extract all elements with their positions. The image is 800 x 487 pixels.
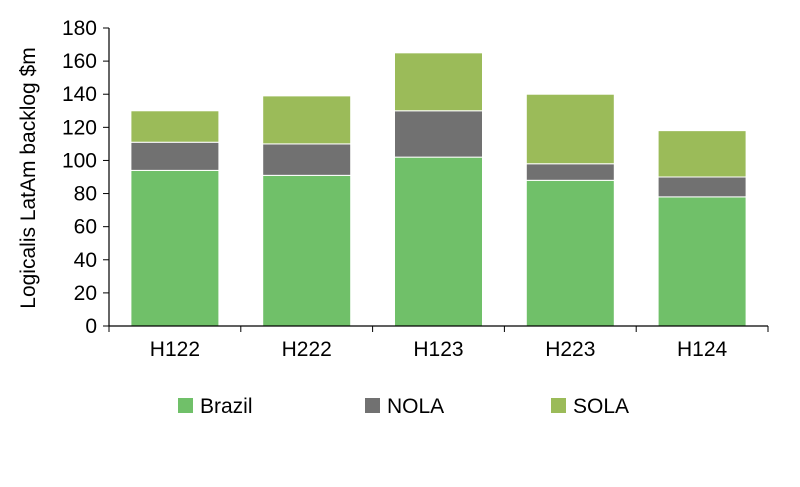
- axes-layer: [108, 28, 769, 332]
- bar-h124-brazil: [657, 196, 747, 327]
- legend-swatch-sola: [551, 398, 566, 413]
- legend-label: NOLA: [387, 395, 444, 418]
- bar-h223-nola: [525, 163, 615, 181]
- bars-layer: [130, 52, 747, 327]
- y-tick-label: 80: [74, 183, 97, 206]
- y-tick-label: 160: [62, 50, 97, 73]
- y-tick-label: 0: [85, 315, 97, 338]
- bar-h124-nola: [657, 176, 747, 198]
- bar-h222-brazil: [262, 174, 352, 327]
- bar-h122-nola: [130, 141, 220, 171]
- x-tick-label: H122: [150, 338, 200, 361]
- y-tick-label: 60: [74, 216, 97, 239]
- legend-label: Brazil: [200, 395, 253, 418]
- y-tick-label: 100: [62, 149, 97, 172]
- y-axis-label: Logicalis LatAm backlog $m: [17, 47, 40, 308]
- legend-label: SOLA: [573, 395, 629, 418]
- legend-item-nola: NOLA: [365, 395, 444, 418]
- bar-h223-brazil: [525, 179, 615, 327]
- y-tick-label: 120: [62, 116, 97, 139]
- y-tick-label: 180: [62, 17, 97, 40]
- y-tick-label: 140: [62, 83, 97, 106]
- y-tick-label: 40: [74, 249, 97, 272]
- x-tick-label: H123: [413, 338, 463, 361]
- y-ticks-layer: 0 20 40 60 80 100 120 140 160 180: [62, 17, 109, 338]
- y-tick-label: 20: [74, 282, 97, 305]
- bar-h223-sola: [525, 93, 615, 165]
- bar-h123-nola: [394, 110, 483, 158]
- bar-h122-brazil: [130, 169, 220, 327]
- bar-h123-brazil: [394, 156, 483, 327]
- x-ticks-layer: H122 H222 H123 H223 H124: [150, 338, 728, 361]
- x-tick-label: H222: [282, 338, 332, 361]
- legend-swatch-nola: [365, 398, 380, 413]
- legend: Brazil NOLA SOLA: [178, 395, 629, 418]
- x-tick-label: H223: [545, 338, 595, 361]
- bar-h222-nola: [262, 143, 352, 176]
- legend-item-brazil: Brazil: [178, 395, 253, 418]
- bar-h124-sola: [657, 130, 747, 178]
- legend-swatch-brazil: [178, 398, 193, 413]
- bar-h123-sola: [394, 52, 483, 112]
- legend-item-sola: SOLA: [551, 395, 629, 418]
- x-tick-label: H124: [677, 338, 728, 361]
- bar-h222-sola: [262, 95, 352, 145]
- bar-h122-sola: [130, 110, 220, 143]
